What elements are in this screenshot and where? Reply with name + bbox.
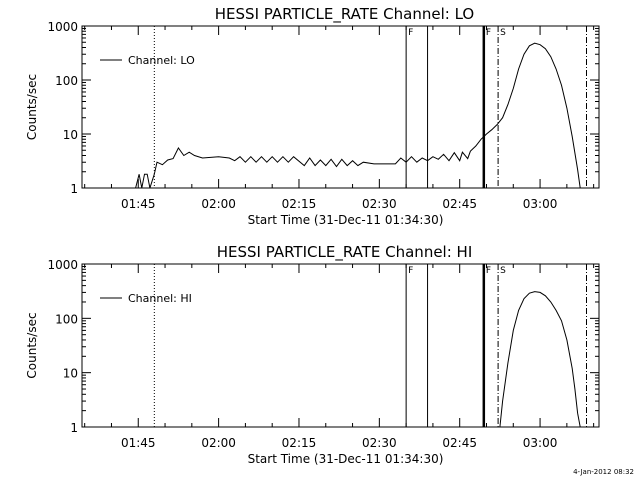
y-tick-label: 100	[55, 312, 78, 326]
x-tick-label: 02:45	[442, 436, 477, 450]
chart-title: HESSI PARTICLE_RATE Channel: HI	[217, 243, 473, 262]
x-axis-label: Start Time (31-Dec-11 01:34:30)	[248, 452, 444, 466]
event-marker-letter: S	[500, 266, 506, 276]
y-tick-label: 1000	[47, 258, 78, 272]
x-tick-label: 03:00	[523, 436, 558, 450]
y-axis-label: Counts/sec	[25, 74, 39, 140]
event-marker-letter: F	[408, 266, 413, 276]
x-tick-label: 01:45	[121, 436, 156, 450]
event-marker-letter: F	[486, 28, 491, 38]
y-tick-label: 100	[55, 74, 78, 88]
plot-frame	[81, 263, 600, 428]
plot-frame	[81, 25, 600, 189]
timestamp-label: 4-Jan-2012 08:32	[573, 468, 634, 476]
event-marker-letter: S	[500, 28, 506, 38]
legend-label: Channel: HI	[128, 292, 192, 305]
x-tick-label: 02:00	[201, 197, 236, 211]
y-tick-label: 10	[63, 367, 78, 381]
y-tick-label: 1000	[47, 20, 78, 34]
y-tick-label: 1	[70, 182, 78, 196]
y-axis-label: Counts/sec	[25, 312, 39, 378]
chart-panel-hi: HESSI PARTICLE_RATE Channel: HI Counts/se…	[25, 243, 600, 466]
x-tick-label: 02:15	[282, 197, 317, 211]
event-marker-letter: F	[408, 28, 413, 38]
x-tick-label: 02:45	[442, 197, 477, 211]
chart-panel-lo: HESSI PARTICLE_RATE Channel: LO Counts/se…	[25, 5, 600, 227]
series-line-hi	[497, 291, 581, 427]
y-tick-label: 1	[70, 421, 78, 435]
x-tick-label: 02:30	[362, 197, 397, 211]
chart-title: HESSI PARTICLE_RATE Channel: LO	[215, 5, 474, 24]
event-marker-letter: F	[486, 266, 491, 276]
y-tick-label: 10	[63, 128, 78, 142]
legend-label: Channel: LO	[128, 54, 195, 67]
x-tick-label: 02:30	[362, 436, 397, 450]
series-line-lo	[135, 42, 581, 188]
x-tick-label: 02:00	[201, 436, 236, 450]
x-tick-label: 02:15	[282, 436, 317, 450]
x-axis-label: Start Time (31-Dec-11 01:34:30)	[248, 213, 444, 227]
x-tick-label: 01:45	[121, 197, 156, 211]
x-tick-label: 03:00	[523, 197, 558, 211]
